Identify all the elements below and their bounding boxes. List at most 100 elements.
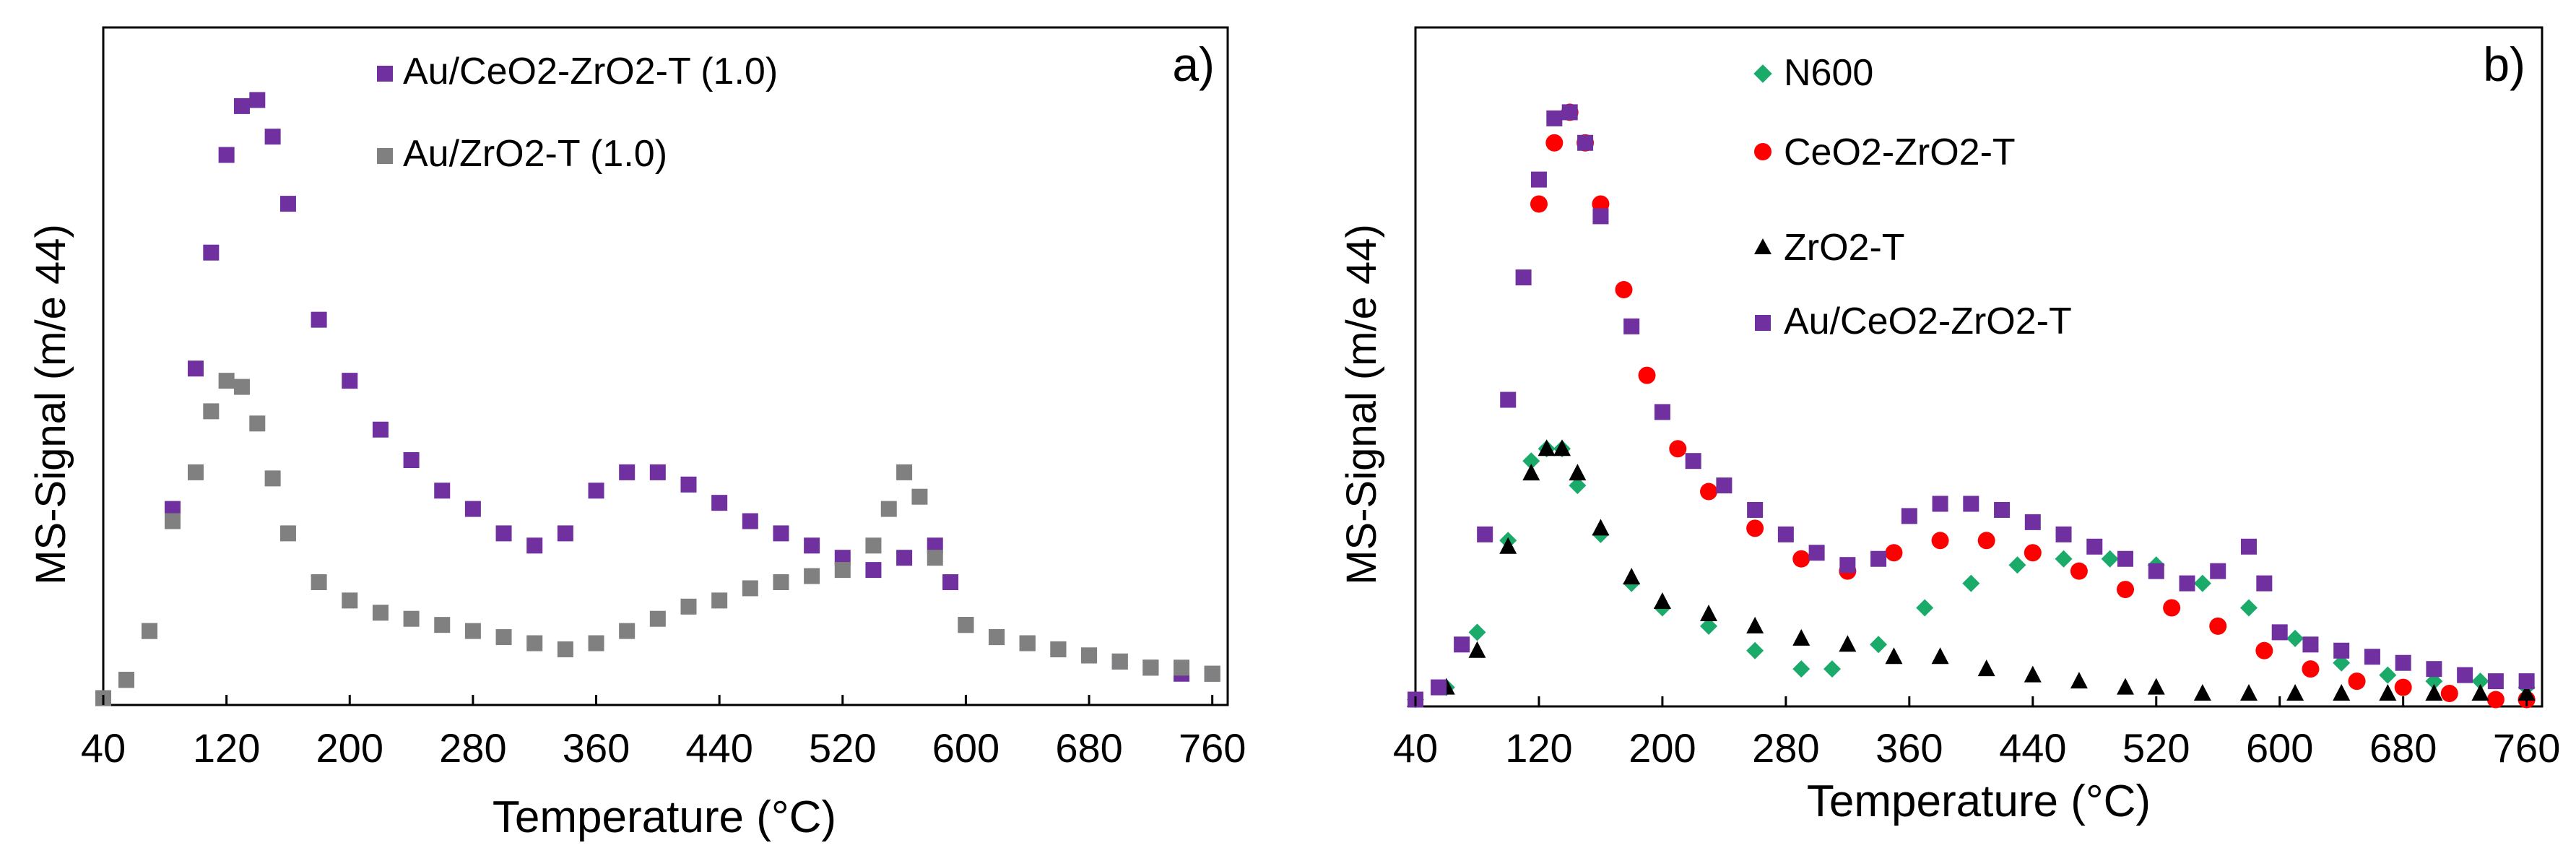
data-point [2179, 575, 2195, 592]
x-tick-label: 280 [1752, 725, 1819, 771]
panel-b: 40 120 200 280 360 440 520 600 680 760 b) N600 Ce… [1338, 26, 2560, 826]
data-point [2394, 678, 2412, 696]
data-point [1977, 532, 1995, 550]
data-point [311, 311, 327, 328]
data-point [2302, 660, 2320, 678]
data-point [2239, 599, 2258, 617]
data-point [1700, 617, 1718, 635]
data-point [2086, 538, 2103, 555]
data-point [711, 495, 728, 511]
panel-label: b) [2483, 38, 2525, 91]
data-point [434, 483, 451, 499]
x-tick-label: 200 [316, 725, 383, 771]
data-point [279, 196, 296, 212]
x-tick-label: 520 [2122, 725, 2190, 771]
x-tick-label: 40 [1393, 725, 1438, 771]
data-point [2518, 684, 2536, 701]
data-point [1823, 660, 1841, 678]
data-point [264, 470, 281, 487]
x-tick-label: 120 [1505, 725, 1572, 771]
data-point [1839, 557, 1856, 574]
data-point [942, 574, 959, 590]
data-point [233, 98, 250, 114]
data-point [1885, 544, 1903, 562]
data-point [2117, 581, 2135, 599]
data-point [2070, 562, 2088, 580]
panel-label: a) [1172, 38, 1215, 91]
data-point [742, 513, 758, 529]
data-point [680, 598, 697, 615]
data-point [1530, 171, 1547, 188]
data-point [434, 617, 451, 633]
data-point [1839, 635, 1857, 652]
data-point [2471, 684, 2489, 701]
data-point [1454, 636, 1470, 653]
data-point [218, 147, 235, 163]
data-point [1592, 519, 1610, 536]
data-point [2147, 678, 2165, 695]
data-point [1792, 550, 1810, 568]
data-point [2024, 514, 2041, 530]
x-tick-label: 600 [2246, 725, 2313, 771]
series-1 [95, 373, 1220, 706]
x-tick-label: 760 [1179, 725, 1246, 771]
data-point [2055, 526, 2072, 542]
series-2 [1407, 439, 2536, 707]
data-point [1746, 641, 1764, 659]
data-point [1885, 647, 1903, 665]
data-point [249, 92, 266, 108]
data-point [619, 623, 636, 639]
data-point [1931, 532, 1949, 550]
data-point [1669, 440, 1687, 458]
data-point [2457, 667, 2473, 683]
data-point [1468, 623, 1486, 641]
data-point [1499, 537, 1517, 554]
data-point [218, 373, 235, 389]
data-point [372, 605, 389, 621]
legend-label: Au/CeO2-ZrO2-T [1784, 300, 2072, 342]
data-point [2070, 672, 2088, 689]
data-point [526, 537, 543, 554]
data-point [279, 525, 296, 542]
data-point [911, 488, 928, 505]
data-point [1111, 653, 1128, 670]
data-point [2193, 574, 2211, 592]
data-point [2209, 617, 2227, 635]
data-point [2518, 673, 2535, 690]
data-point [2426, 661, 2442, 678]
data-point [2256, 575, 2273, 592]
data-point [619, 464, 636, 480]
data-point [2024, 544, 2042, 562]
data-point [1792, 660, 1810, 678]
legend-marker [1754, 143, 1771, 160]
data-point [2008, 556, 2026, 574]
series-3 [1408, 104, 2535, 708]
data-point [118, 672, 134, 688]
data-point [342, 373, 358, 389]
x-ticks: 40 120 200 280 360 440 520 600 680 760 [81, 695, 1246, 771]
data-point [1685, 453, 1701, 470]
data-point [264, 129, 281, 145]
data-point [1623, 568, 1641, 585]
data-point [865, 562, 882, 579]
data-point [1746, 616, 1764, 633]
legend-marker [377, 148, 393, 164]
data-point [233, 378, 250, 395]
data-point [804, 568, 820, 584]
data-point [2024, 665, 2042, 683]
data-point [1569, 464, 1587, 481]
data-point [1174, 659, 1190, 676]
x-tick-label: 120 [193, 725, 260, 771]
data-point [1477, 526, 1493, 542]
data-point [804, 537, 820, 554]
data-point [1870, 550, 1887, 567]
x-tick-label: 360 [1875, 725, 1943, 771]
data-point [2101, 550, 2119, 568]
data-point [1081, 647, 1098, 664]
data-point [1654, 404, 1670, 420]
x-tick-label: 280 [439, 725, 506, 771]
legend-marker [1755, 315, 1771, 331]
x-tick-label: 680 [2369, 725, 2437, 771]
data-point [495, 629, 512, 646]
data-point [989, 629, 1005, 646]
